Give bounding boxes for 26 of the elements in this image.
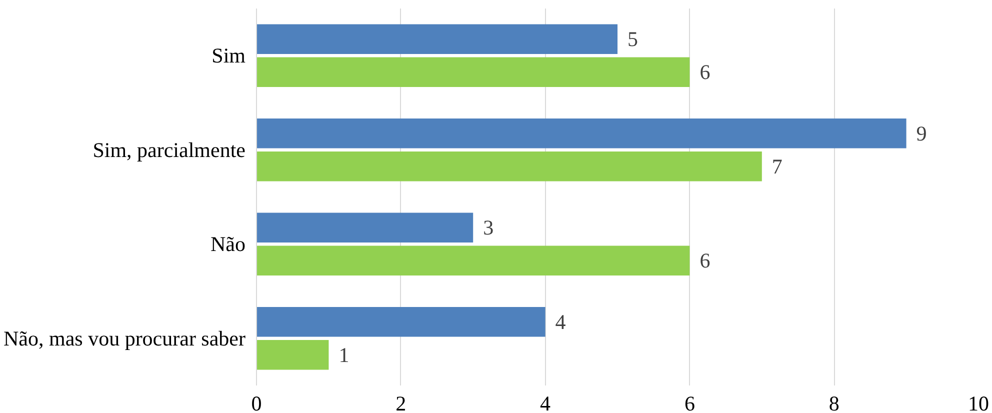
- data-label: 1: [338, 342, 350, 367]
- bar: [256, 307, 546, 337]
- data-label: 6: [700, 60, 710, 84]
- x-tick-label: 10: [968, 392, 989, 413]
- x-tick-label: 8: [828, 392, 840, 413]
- data-label: 6: [700, 248, 710, 273]
- bar: [256, 340, 329, 370]
- x-tick-label: 0: [251, 392, 262, 413]
- data-label: 9: [916, 121, 927, 146]
- x-tick-label: 6: [684, 392, 695, 413]
- data-label: 7: [772, 154, 782, 178]
- y-tick-label: Sim, parcialmente: [92, 138, 246, 162]
- x-tick-label: 4: [540, 392, 552, 413]
- bar: [256, 24, 618, 54]
- y-tick-label: Sim: [212, 44, 246, 68]
- x-tick-label: 2: [396, 392, 406, 413]
- bar: [256, 118, 906, 148]
- data-label: 5: [628, 27, 638, 52]
- bar: [256, 246, 690, 276]
- data-label: 3: [483, 216, 494, 240]
- y-tick-label: Não, mas vou procurar saber: [4, 326, 246, 350]
- y-tick-label: Não: [210, 232, 246, 256]
- data-label: 4: [555, 310, 566, 334]
- bar: [256, 57, 690, 87]
- bar: [256, 212, 474, 242]
- bar: [256, 152, 762, 182]
